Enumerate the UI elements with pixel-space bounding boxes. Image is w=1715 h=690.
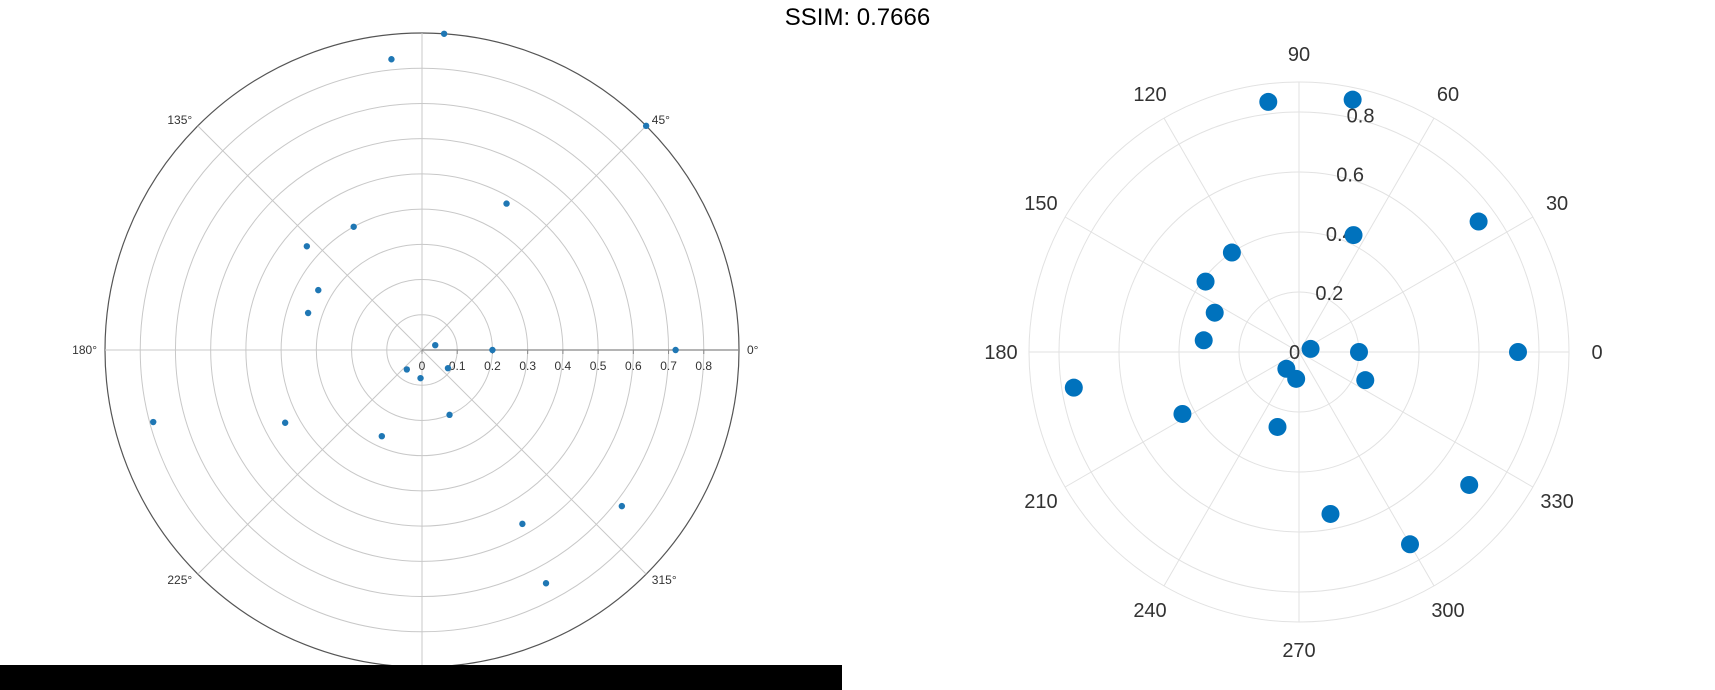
- left-spoke: [421, 349, 647, 575]
- right-data-point: [1509, 343, 1527, 361]
- right-spoke: [1163, 351, 1300, 587]
- bottom-black-bar: [0, 665, 842, 690]
- right-data-point: [1343, 90, 1362, 109]
- left-data-point: [417, 374, 424, 382]
- right-data-point: [1222, 243, 1241, 262]
- left-radial-tick-label: 0.6: [625, 359, 642, 373]
- left-polar-chart: 0 0.1 0.2 0.3 0.4 0.5 0.6 0.7 0.8 0° 45° 135° 180° 22…: [72, 30, 759, 665]
- right-angular-tick-label: 270: [1282, 640, 1315, 662]
- right-angular-tick-label: 180: [984, 342, 1017, 364]
- right-spoke: [1298, 117, 1435, 353]
- right-data-point: [1196, 272, 1215, 291]
- left-radial-tick-label: 0.1: [449, 359, 466, 373]
- left-angular-tick-label: 135°: [167, 113, 192, 127]
- left-data-point: [150, 418, 157, 426]
- left-data-point: [303, 243, 311, 250]
- left-data-point: [519, 520, 526, 528]
- right-angular-tick-label: 120: [1133, 84, 1166, 106]
- left-data-point: [618, 502, 626, 510]
- left-tick-labels: 0 0.1 0.2 0.3 0.4 0.5 0.6 0.7 0.8 0° 45° 135° 180° 22…: [72, 113, 759, 587]
- right-data-point: [1064, 378, 1083, 397]
- right-angular-tick-label: 60: [1437, 84, 1459, 106]
- right-angular-tick-label: 90: [1288, 44, 1310, 66]
- left-data-point: [432, 341, 439, 349]
- left-angular-tick-label: 45°: [652, 113, 670, 127]
- right-data-point: [1460, 475, 1479, 494]
- right-polar-chart: 00.20.40.60.8030609012015018021024027030…: [984, 44, 1602, 662]
- left-angular-tick-label: 0°: [747, 343, 759, 357]
- left-data-point: [350, 223, 357, 230]
- left-data-point: [315, 286, 322, 294]
- right-angular-tick-label: 240: [1133, 600, 1166, 622]
- right-tick-labels: 00.20.40.60.8030609012015018021024027030…: [984, 44, 1602, 662]
- right-data-point: [1350, 343, 1368, 361]
- right-data-point: [1173, 404, 1192, 423]
- left-radial-tick-label: 0.7: [660, 359, 677, 373]
- right-data-point: [1401, 535, 1419, 554]
- left-data-point: [403, 366, 411, 373]
- left-data-point: [503, 200, 510, 207]
- left-angular-tick-label: 315°: [652, 573, 677, 587]
- right-spoke: [1298, 216, 1534, 353]
- left-angular-tick-label: 180°: [72, 343, 97, 357]
- right-data-point: [1344, 226, 1363, 245]
- figure-title: SSIM: 0.7666: [784, 4, 931, 31]
- left-polar-grid: [104, 32, 740, 665]
- left-data-point: [642, 122, 650, 130]
- right-data-point: [1277, 359, 1296, 378]
- right-data-point: [1268, 417, 1287, 436]
- right-radial-tick-label: 0: [1289, 342, 1300, 364]
- right-radial-tick-label: 0.2: [1315, 283, 1343, 305]
- right-data-point: [1356, 371, 1375, 390]
- right-polar-grid: [1028, 81, 1570, 623]
- right-angular-tick-label: 150: [1024, 193, 1057, 215]
- left-spoke: [197, 349, 423, 575]
- left-data-point: [281, 419, 289, 426]
- right-radial-tick-label: 0.6: [1336, 165, 1364, 187]
- left-spoke: [421, 125, 647, 351]
- left-radial-tick-label: 0.4: [555, 359, 572, 373]
- right-data-point: [1321, 504, 1340, 523]
- left-data-point: [304, 309, 312, 317]
- left-data-point: [446, 411, 453, 419]
- right-angular-tick-label: 30: [1546, 193, 1568, 215]
- right-angular-tick-label: 300: [1431, 600, 1464, 622]
- right-data-point: [1259, 92, 1278, 111]
- left-data-point: [672, 346, 679, 354]
- left-data-point: [542, 580, 550, 587]
- left-radial-tick-label: 0.5: [590, 359, 607, 373]
- right-data-point: [1469, 212, 1488, 231]
- right-angular-tick-label: 210: [1024, 491, 1057, 513]
- right-data-point: [1301, 339, 1320, 358]
- left-radial-tick-label: 0.3: [519, 359, 536, 373]
- left-radial-tick-label: 0: [419, 359, 426, 373]
- left-angular-tick-label: 225°: [167, 573, 192, 587]
- left-spoke: [197, 125, 423, 351]
- right-angular-tick-label: 0: [1591, 342, 1602, 364]
- left-data-point: [444, 364, 452, 372]
- right-radial-tick-label: 0.8: [1347, 106, 1375, 128]
- right-spoke: [1298, 351, 1534, 488]
- right-angular-tick-label: 330: [1540, 491, 1573, 513]
- left-data-point: [378, 432, 386, 440]
- left-data-point: [388, 56, 395, 63]
- right-spoke: [1163, 117, 1300, 353]
- left-radial-tick-label: 0.2: [484, 359, 501, 373]
- left-data-point: [440, 30, 448, 37]
- left-data-points: [150, 30, 679, 587]
- right-data-point: [1194, 331, 1213, 350]
- right-spoke: [1064, 216, 1300, 353]
- left-radial-tick-label: 0.8: [695, 359, 712, 373]
- right-data-points: [1064, 90, 1527, 554]
- left-data-point: [489, 346, 496, 354]
- right-data-point: [1205, 303, 1224, 322]
